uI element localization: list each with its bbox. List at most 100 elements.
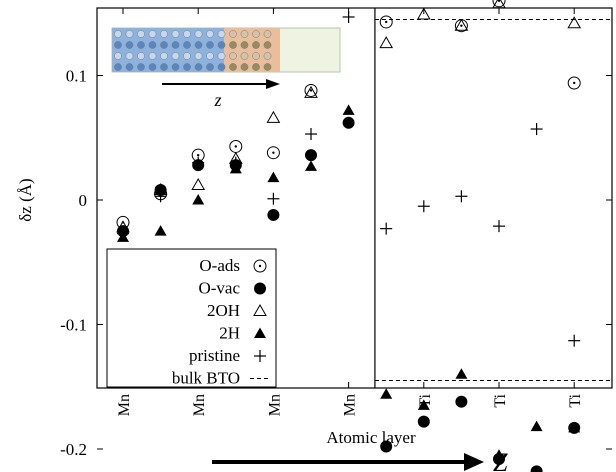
data-point-2oh [266,110,281,123]
inset-atom [148,30,157,38]
data-point-pristine [229,156,242,169]
data-point-o-vac [455,395,468,408]
data-point-2h [568,421,581,433]
inset-atom [137,30,145,38]
inset-atom [252,41,260,49]
data-point-pristine [493,220,505,233]
y-tick-label: 0 [79,191,88,210]
y-tick-label: 0.1 [66,67,87,86]
marker-triangle [530,420,543,432]
y-tick-label: -0.1 [60,316,87,335]
marker-triangle [266,110,281,123]
data-point-2h [154,225,167,236]
data-point-2h [305,160,317,171]
data-point-pristine [380,222,393,235]
structure-inset-picture: z [111,27,341,110]
marker-dot [272,151,275,154]
legend-marker [253,259,267,273]
data-point-2h [455,368,468,379]
marker-triangle [192,194,205,205]
data-point-o-ads [492,0,506,8]
legend-marker [253,303,267,316]
inset-atom [171,30,180,38]
data-point-pristine [192,156,205,169]
data-point-pristine [154,190,167,203]
y-tick-label: -0.2 [60,440,87,459]
marker-ring [567,76,581,90]
marker-disc [417,415,430,428]
inset-atom [114,63,122,71]
data-point-2oh [567,16,582,29]
inset-atom [206,30,214,38]
data-point-pristine [117,227,129,240]
data-point-2h [192,194,205,205]
inset-atom [240,63,249,71]
inset-atom [252,52,260,60]
inset-atom [217,30,226,38]
inset-atom [160,41,168,49]
inset-atom [148,63,157,71]
inset-atom [263,63,272,71]
marker-dot [258,264,262,268]
x-tick-label: Ti [567,393,584,407]
marker-ring [379,15,393,29]
marker-ring [266,146,280,160]
legend: O-ads O-vac 2OH 2H pristine bulk BTO [106,248,277,388]
inset-atom [148,52,157,60]
data-point-pristine [455,190,468,203]
legend-label: bulk BTO [172,369,240,388]
data-point-o-vac [380,440,393,453]
inset-atom [229,30,237,38]
marker-dot [234,145,237,148]
inset-atom [194,52,203,60]
marker-disc [455,395,468,408]
data-point-2h [530,420,543,432]
legend-label: O-vac [198,279,240,298]
data-point-o-ads [379,15,393,29]
marker-triangle [305,160,317,171]
inset-atom [125,63,134,71]
data-point-pristine [417,200,430,213]
inset-atom [137,63,145,71]
inset-atom [171,41,180,49]
legend-label: pristine [189,346,240,365]
data-point-o-ads [304,83,318,97]
data-point-2h [417,399,430,410]
marker-disc [380,440,393,453]
inset-atom [160,63,168,71]
data-point-2h [493,449,505,460]
inset-atom [183,52,191,60]
data-point-pristine [267,192,280,205]
marker-triangle [492,0,506,9]
legend-label: 2OH [207,301,240,320]
inset-atom [183,41,191,49]
y-axis-label-text: δz (Å) [16,178,35,221]
inset-atom [114,41,122,49]
data-point-o-ads [567,76,581,90]
inset-atom [125,41,134,49]
legend-marker [254,350,266,362]
data-point-pristine [305,128,317,141]
data-point-2oh [492,0,506,9]
data-point-2h [267,171,280,183]
inset-atom [194,41,203,49]
x-tick-label: Mn [342,394,359,416]
marker-triangle [267,171,280,183]
data-point-2oh [191,178,206,191]
marker-dot [573,81,576,85]
inset-atom [194,30,203,38]
marker-triangle [567,16,582,29]
inset-atom [206,41,214,49]
marker-triangle [454,18,469,31]
inset-atom [125,52,134,60]
marker-dot [460,24,463,27]
marker-disc [530,465,543,472]
marker-ring [304,83,318,97]
data-point-pristine [530,123,543,136]
inset-atom [240,52,249,60]
inset-atom [263,41,272,49]
marker-dot [309,89,313,92]
data-point-2oh [416,7,431,20]
marker-disc [154,184,167,197]
inset-atom [229,52,237,60]
